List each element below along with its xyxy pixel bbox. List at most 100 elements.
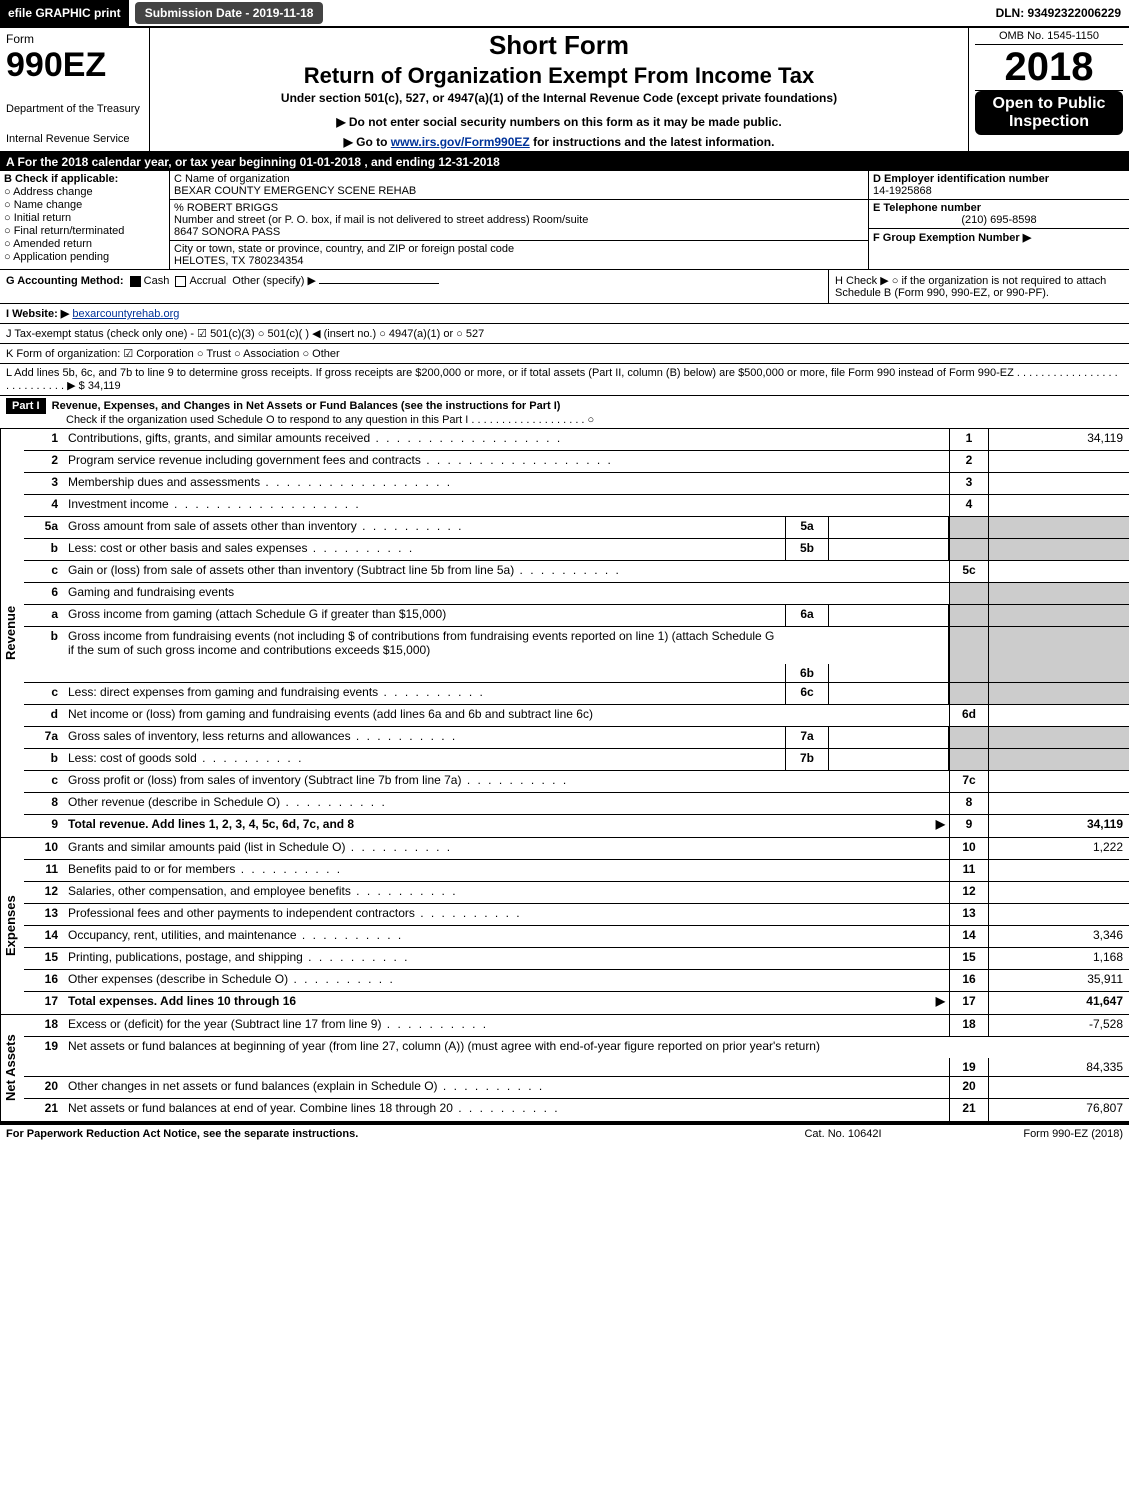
city: HELOTES, TX 780234354 (174, 255, 864, 267)
line-6: 6 Gaming and fundraising events (24, 583, 1129, 605)
line-21: 21 Net assets or fund balances at end of… (24, 1099, 1129, 1121)
city-row: City or town, state or province, country… (170, 241, 868, 269)
line-5c-rval (989, 561, 1129, 582)
line-6d-rval (989, 705, 1129, 726)
line-7a: 7a Gross sales of inventory, less return… (24, 727, 1129, 749)
g-label: G Accounting Method: (6, 275, 124, 287)
line-10-rval: 1,222 (989, 838, 1129, 859)
netassets-section: Net Assets 18 Excess or (deficit) for th… (0, 1015, 1129, 1123)
line-17: 17 Total expenses. Add lines 10 through … (24, 992, 1129, 1014)
line-1-num: 1 (24, 429, 64, 450)
line-7b-midbox: 7b (785, 749, 829, 770)
accrual-checkbox[interactable] (175, 276, 186, 287)
check-final-return[interactable]: Final return/terminated (4, 225, 165, 237)
h-schedule-b: H Check ▶ ○ if the organization is not r… (829, 270, 1129, 303)
line-8: 8 Other revenue (describe in Schedule O)… (24, 793, 1129, 815)
line-14-num: 14 (24, 926, 64, 947)
line-2-num: 2 (24, 451, 64, 472)
line-5b-midval (829, 539, 949, 560)
topbar-spacer (323, 0, 987, 26)
line-5b-rval (989, 539, 1129, 560)
line-11: 11 Benefits paid to or for members 11 (24, 860, 1129, 882)
check-initial-return[interactable]: Initial return (4, 212, 165, 224)
line-16: 16 Other expenses (describe in Schedule … (24, 970, 1129, 992)
line-5b-desc: Less: cost or other basis and sales expe… (64, 539, 785, 560)
line-11-desc: Benefits paid to or for members (64, 860, 949, 881)
e-label: E Telephone number (873, 202, 1125, 214)
cash-checkbox[interactable] (130, 276, 141, 287)
line-19-num: 19 (24, 1037, 64, 1076)
part1-header-row: Part I Revenue, Expenses, and Changes in… (0, 396, 1129, 429)
goto-text: ▶ Go to www.irs.gov/Form990EZ for instru… (158, 135, 960, 149)
row-a-period: A For the 2018 calendar year, or tax yea… (0, 153, 1129, 171)
d-label: D Employer identification number (873, 173, 1125, 185)
line-7a-desc: Gross sales of inventory, less returns a… (64, 727, 785, 748)
row-l-text: L Add lines 5b, 6c, and 7b to line 9 to … (6, 367, 1118, 392)
efile-label[interactable]: efile GRAPHIC print (0, 0, 129, 26)
line-5c-desc: Gain or (loss) from sale of assets other… (64, 561, 949, 582)
line-2-desc: Program service revenue including govern… (64, 451, 949, 472)
line-9-desc-text: Total revenue. Add lines 1, 2, 3, 4, 5c,… (68, 817, 354, 831)
c-org-block: C Name of organization BEXAR COUNTY EMER… (170, 171, 869, 269)
care-of: % ROBERT BRIGGS (174, 202, 864, 214)
revenue-side-label: Revenue (0, 429, 24, 837)
line-7a-rval (989, 727, 1129, 748)
line-17-num: 17 (24, 992, 64, 1014)
city-label: City or town, state or province, country… (174, 243, 864, 255)
website-link[interactable]: bexarcountyrehab.org (72, 308, 179, 320)
line-4-rval (989, 495, 1129, 516)
f-label: F Group Exemption Number ▶ (873, 231, 1125, 244)
line-6-rnum (949, 583, 989, 604)
line-11-num: 11 (24, 860, 64, 881)
check-address-change[interactable]: Address change (4, 186, 165, 198)
g-accounting-method: G Accounting Method: Cash Accrual Other … (0, 270, 829, 303)
line-13-num: 13 (24, 904, 64, 925)
line-16-rnum: 16 (949, 970, 989, 991)
line-19: 19 Net assets or fund balances at beginn… (24, 1037, 1129, 1077)
line-12: 12 Salaries, other compensation, and emp… (24, 882, 1129, 904)
line-8-desc: Other revenue (describe in Schedule O) (64, 793, 949, 814)
line-4-desc: Investment income (64, 495, 949, 516)
check-application-pending[interactable]: Application pending (4, 251, 165, 263)
line-17-desc-text: Total expenses. Add lines 10 through 16 (68, 994, 296, 1008)
line-5c: c Gain or (loss) from sale of assets oth… (24, 561, 1129, 583)
line-14-rval: 3,346 (989, 926, 1129, 947)
line-6c-desc: Less: direct expenses from gaming and fu… (64, 683, 785, 704)
line-12-rnum: 12 (949, 882, 989, 903)
line-5a-rval (989, 517, 1129, 538)
line-3-desc: Membership dues and assessments (64, 473, 949, 494)
line-6b-midval (829, 627, 949, 682)
line-7c-desc: Gross profit or (loss) from sales of inv… (64, 771, 949, 792)
header-left: Form 990EZ Department of the Treasury In… (0, 28, 150, 151)
line-18-rnum: 18 (949, 1015, 989, 1036)
line-6d-rnum: 6d (949, 705, 989, 726)
line-8-rnum: 8 (949, 793, 989, 814)
line-6d-num: d (24, 705, 64, 726)
part1-title: Revenue, Expenses, and Changes in Net As… (52, 400, 561, 412)
part1-badge: Part I (6, 398, 46, 414)
line-3-num: 3 (24, 473, 64, 494)
line-6c-midval (829, 683, 949, 704)
line-5a-desc: Gross amount from sale of assets other t… (64, 517, 785, 538)
form-label: Form (6, 32, 143, 46)
line-20-rnum: 20 (949, 1077, 989, 1098)
line-19-rval: 84,335 (989, 1058, 1129, 1076)
row-j-tax-exempt: J Tax-exempt status (check only one) - ☑… (0, 324, 1129, 344)
check-name-change[interactable]: Name change (4, 199, 165, 211)
revenue-section: Revenue 1 Contributions, gifts, grants, … (0, 429, 1129, 838)
under-section-text: Under section 501(c), 527, or 4947(a)(1)… (158, 91, 960, 105)
line-20: 20 Other changes in net assets or fund b… (24, 1077, 1129, 1099)
line-15: 15 Printing, publications, postage, and … (24, 948, 1129, 970)
row-l-gross-receipts: L Add lines 5b, 6c, and 7b to line 9 to … (0, 364, 1129, 396)
other-specify-input[interactable] (319, 283, 439, 284)
line-14: 14 Occupancy, rent, utilities, and maint… (24, 926, 1129, 948)
line-9-rnum: 9 (949, 815, 989, 837)
row-i-website: I Website: ▶ bexarcountyrehab.org (0, 304, 1129, 324)
line-4: 4 Investment income 4 (24, 495, 1129, 517)
line-6c-midbox: 6c (785, 683, 829, 704)
line-7b-rnum (949, 749, 989, 770)
line-18-desc: Excess or (deficit) for the year (Subtra… (64, 1015, 949, 1036)
goto-link[interactable]: www.irs.gov/Form990EZ (391, 135, 530, 149)
check-amended-return[interactable]: Amended return (4, 238, 165, 250)
line-2-rnum: 2 (949, 451, 989, 472)
